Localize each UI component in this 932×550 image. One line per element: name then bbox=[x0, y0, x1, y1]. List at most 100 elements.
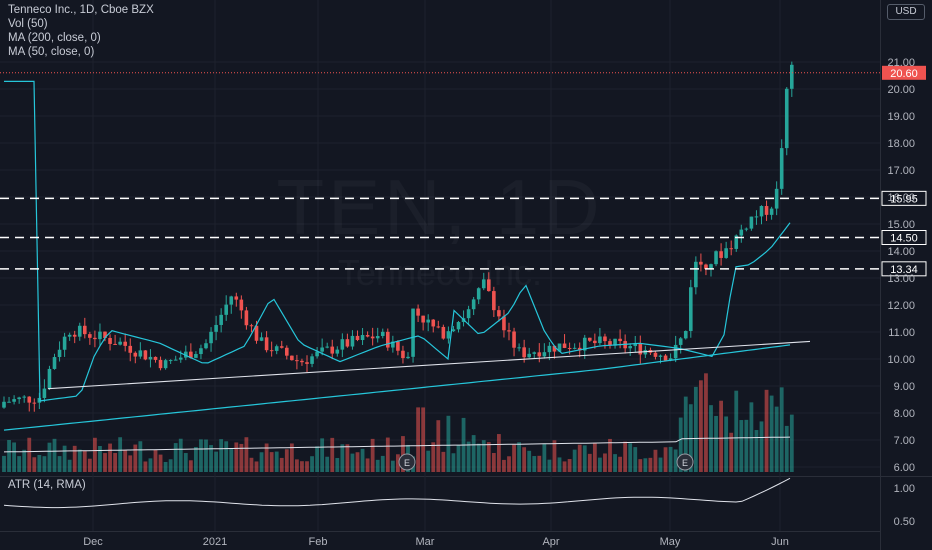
candle bbox=[62, 336, 67, 350]
candle bbox=[305, 362, 309, 364]
candle bbox=[17, 397, 21, 400]
volume-bar bbox=[769, 395, 774, 472]
volume-bar bbox=[582, 445, 587, 472]
symbol-title[interactable]: Tenneco Inc., 1D, Cboe BZX bbox=[8, 4, 154, 16]
volume-bar bbox=[466, 441, 471, 472]
volume-bar bbox=[729, 432, 734, 472]
volume-bar bbox=[229, 448, 234, 472]
candle bbox=[790, 64, 794, 89]
candle bbox=[406, 356, 410, 359]
y-axis-tick-label: 17.00 bbox=[887, 165, 915, 177]
candle bbox=[653, 352, 658, 357]
volume-bar bbox=[416, 407, 420, 472]
candle bbox=[724, 248, 728, 258]
volume-bar bbox=[350, 453, 355, 472]
volume-bar bbox=[633, 447, 638, 472]
candle bbox=[502, 316, 506, 331]
candle bbox=[532, 352, 537, 354]
volume-bar bbox=[537, 455, 542, 472]
volume-bar bbox=[87, 458, 92, 472]
level-price-label: 13.34 bbox=[890, 264, 918, 276]
volume-bar bbox=[295, 459, 299, 472]
candle bbox=[133, 352, 138, 357]
volume-bar bbox=[380, 455, 385, 472]
y-axis-tick-label: 16.00 bbox=[887, 192, 915, 204]
volume-bar bbox=[274, 451, 279, 472]
candle bbox=[547, 345, 552, 353]
candle bbox=[279, 346, 284, 348]
volume-bar bbox=[592, 442, 597, 472]
candle bbox=[441, 326, 446, 339]
currency-badge[interactable]: USD bbox=[887, 4, 925, 20]
volume-indicator-label[interactable]: Vol (50) bbox=[8, 18, 48, 30]
volume-bar bbox=[209, 445, 213, 472]
candle bbox=[739, 229, 744, 236]
ma200-indicator-label[interactable]: MA (200, close, 0) bbox=[8, 32, 101, 44]
candle bbox=[774, 188, 779, 209]
candle bbox=[365, 335, 370, 337]
volume-bar bbox=[396, 454, 400, 472]
candle bbox=[779, 148, 784, 189]
volume-bar bbox=[567, 459, 572, 472]
volume-bar bbox=[608, 438, 612, 472]
candle bbox=[98, 331, 102, 340]
watermark-name: Tenneco Inc. bbox=[0, 252, 880, 294]
y-axis-tick-label: 10.00 bbox=[887, 354, 915, 366]
volume-bar bbox=[27, 437, 32, 472]
atr-indicator-label[interactable]: ATR (14, RMA) bbox=[8, 479, 86, 491]
candle bbox=[310, 356, 314, 364]
candle bbox=[345, 339, 350, 347]
candle bbox=[178, 357, 183, 360]
candle bbox=[577, 347, 582, 351]
candle bbox=[37, 397, 42, 403]
y-axis-tick-label: 21.00 bbox=[887, 57, 915, 69]
volume-bar bbox=[784, 425, 789, 472]
volume-bar bbox=[719, 400, 723, 472]
ma200-line bbox=[3, 344, 791, 431]
volume-bar bbox=[653, 449, 658, 472]
earnings-marker[interactable]: E bbox=[676, 453, 694, 471]
ma50-indicator-label[interactable]: MA (50, close, 0) bbox=[8, 46, 95, 58]
candle bbox=[537, 352, 542, 357]
volume-bar bbox=[542, 443, 547, 472]
volume-bar bbox=[648, 457, 653, 472]
volume-bar bbox=[178, 438, 183, 472]
y-axis-tick-label: 15.00 bbox=[887, 219, 915, 231]
volume-bar bbox=[325, 456, 330, 472]
volume-bar bbox=[779, 387, 784, 472]
candle bbox=[340, 339, 345, 350]
candle bbox=[386, 331, 390, 348]
volume-bar bbox=[507, 456, 511, 472]
volume-bar bbox=[62, 445, 67, 472]
candle bbox=[512, 331, 516, 348]
candle bbox=[416, 308, 420, 316]
volume-bar bbox=[284, 449, 289, 472]
volume-bar bbox=[557, 457, 562, 472]
candle bbox=[7, 401, 11, 403]
last-price-box bbox=[882, 65, 926, 80]
x-axis-tick-label: Mar bbox=[416, 536, 435, 548]
candle bbox=[27, 396, 32, 403]
candle bbox=[481, 279, 486, 289]
volume-bar bbox=[481, 440, 486, 472]
candle bbox=[729, 248, 733, 250]
candle bbox=[451, 329, 456, 332]
candle bbox=[466, 309, 471, 319]
volume-bar bbox=[512, 444, 516, 472]
candle bbox=[204, 343, 208, 349]
volume-bar bbox=[183, 453, 188, 472]
candle bbox=[52, 357, 57, 369]
candle bbox=[421, 315, 425, 323]
volume-bar bbox=[2, 455, 6, 472]
volume-bar bbox=[37, 454, 42, 472]
earnings-marker[interactable]: E bbox=[398, 453, 416, 471]
volume-bar bbox=[714, 415, 718, 472]
chart-legend: Tenneco Inc., 1D, Cboe BZX Vol (50) MA (… bbox=[8, 3, 154, 59]
volume-bar bbox=[774, 406, 779, 472]
candle bbox=[517, 347, 521, 349]
x-axis-tick-label: Feb bbox=[309, 536, 328, 548]
volume-bar bbox=[330, 437, 335, 472]
y-axis-tick-label: 19.00 bbox=[887, 111, 915, 123]
